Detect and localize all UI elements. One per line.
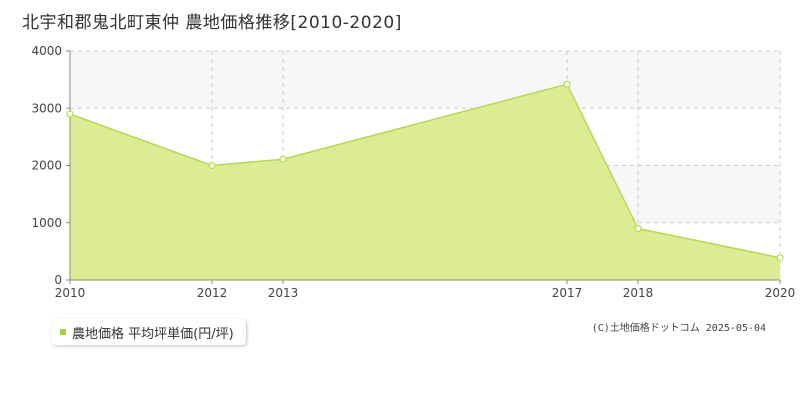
series-line <box>69 83 781 259</box>
x-tick-label: 2013 <box>268 286 299 300</box>
legend-label: 農地価格 平均坪単価(円/坪) <box>72 326 234 342</box>
x-tick-label: 2020 <box>765 286 796 300</box>
y-tick-label: 1000 <box>31 216 62 230</box>
data-point <box>563 80 571 88</box>
series-area <box>70 84 780 280</box>
copyright: (C)土地価格ドットコム 2025-05-04 <box>591 323 766 334</box>
legend-swatch <box>60 329 66 335</box>
x-tick-label: 2017 <box>552 286 583 300</box>
y-tick-label: 2000 <box>31 159 62 173</box>
data-point <box>279 155 287 163</box>
y-tick-label: 4000 <box>31 44 62 58</box>
x-tick-label: 2018 <box>623 286 654 300</box>
legend: 農地価格 平均坪単価(円/坪) <box>52 319 246 345</box>
x-tick-label: 2012 <box>197 286 228 300</box>
data-point <box>634 224 642 233</box>
y-tick-label: 3000 <box>31 101 62 115</box>
x-tick-label: 2010 <box>55 286 86 300</box>
data-point <box>66 110 74 118</box>
plot-band <box>70 51 780 109</box>
y-tick-label: 0 <box>54 273 62 287</box>
data-point <box>776 254 784 262</box>
data-point <box>208 161 216 170</box>
chart-title: 北宇和郡鬼北町東仲 農地価格推移[2010-2020] <box>22 13 402 33</box>
